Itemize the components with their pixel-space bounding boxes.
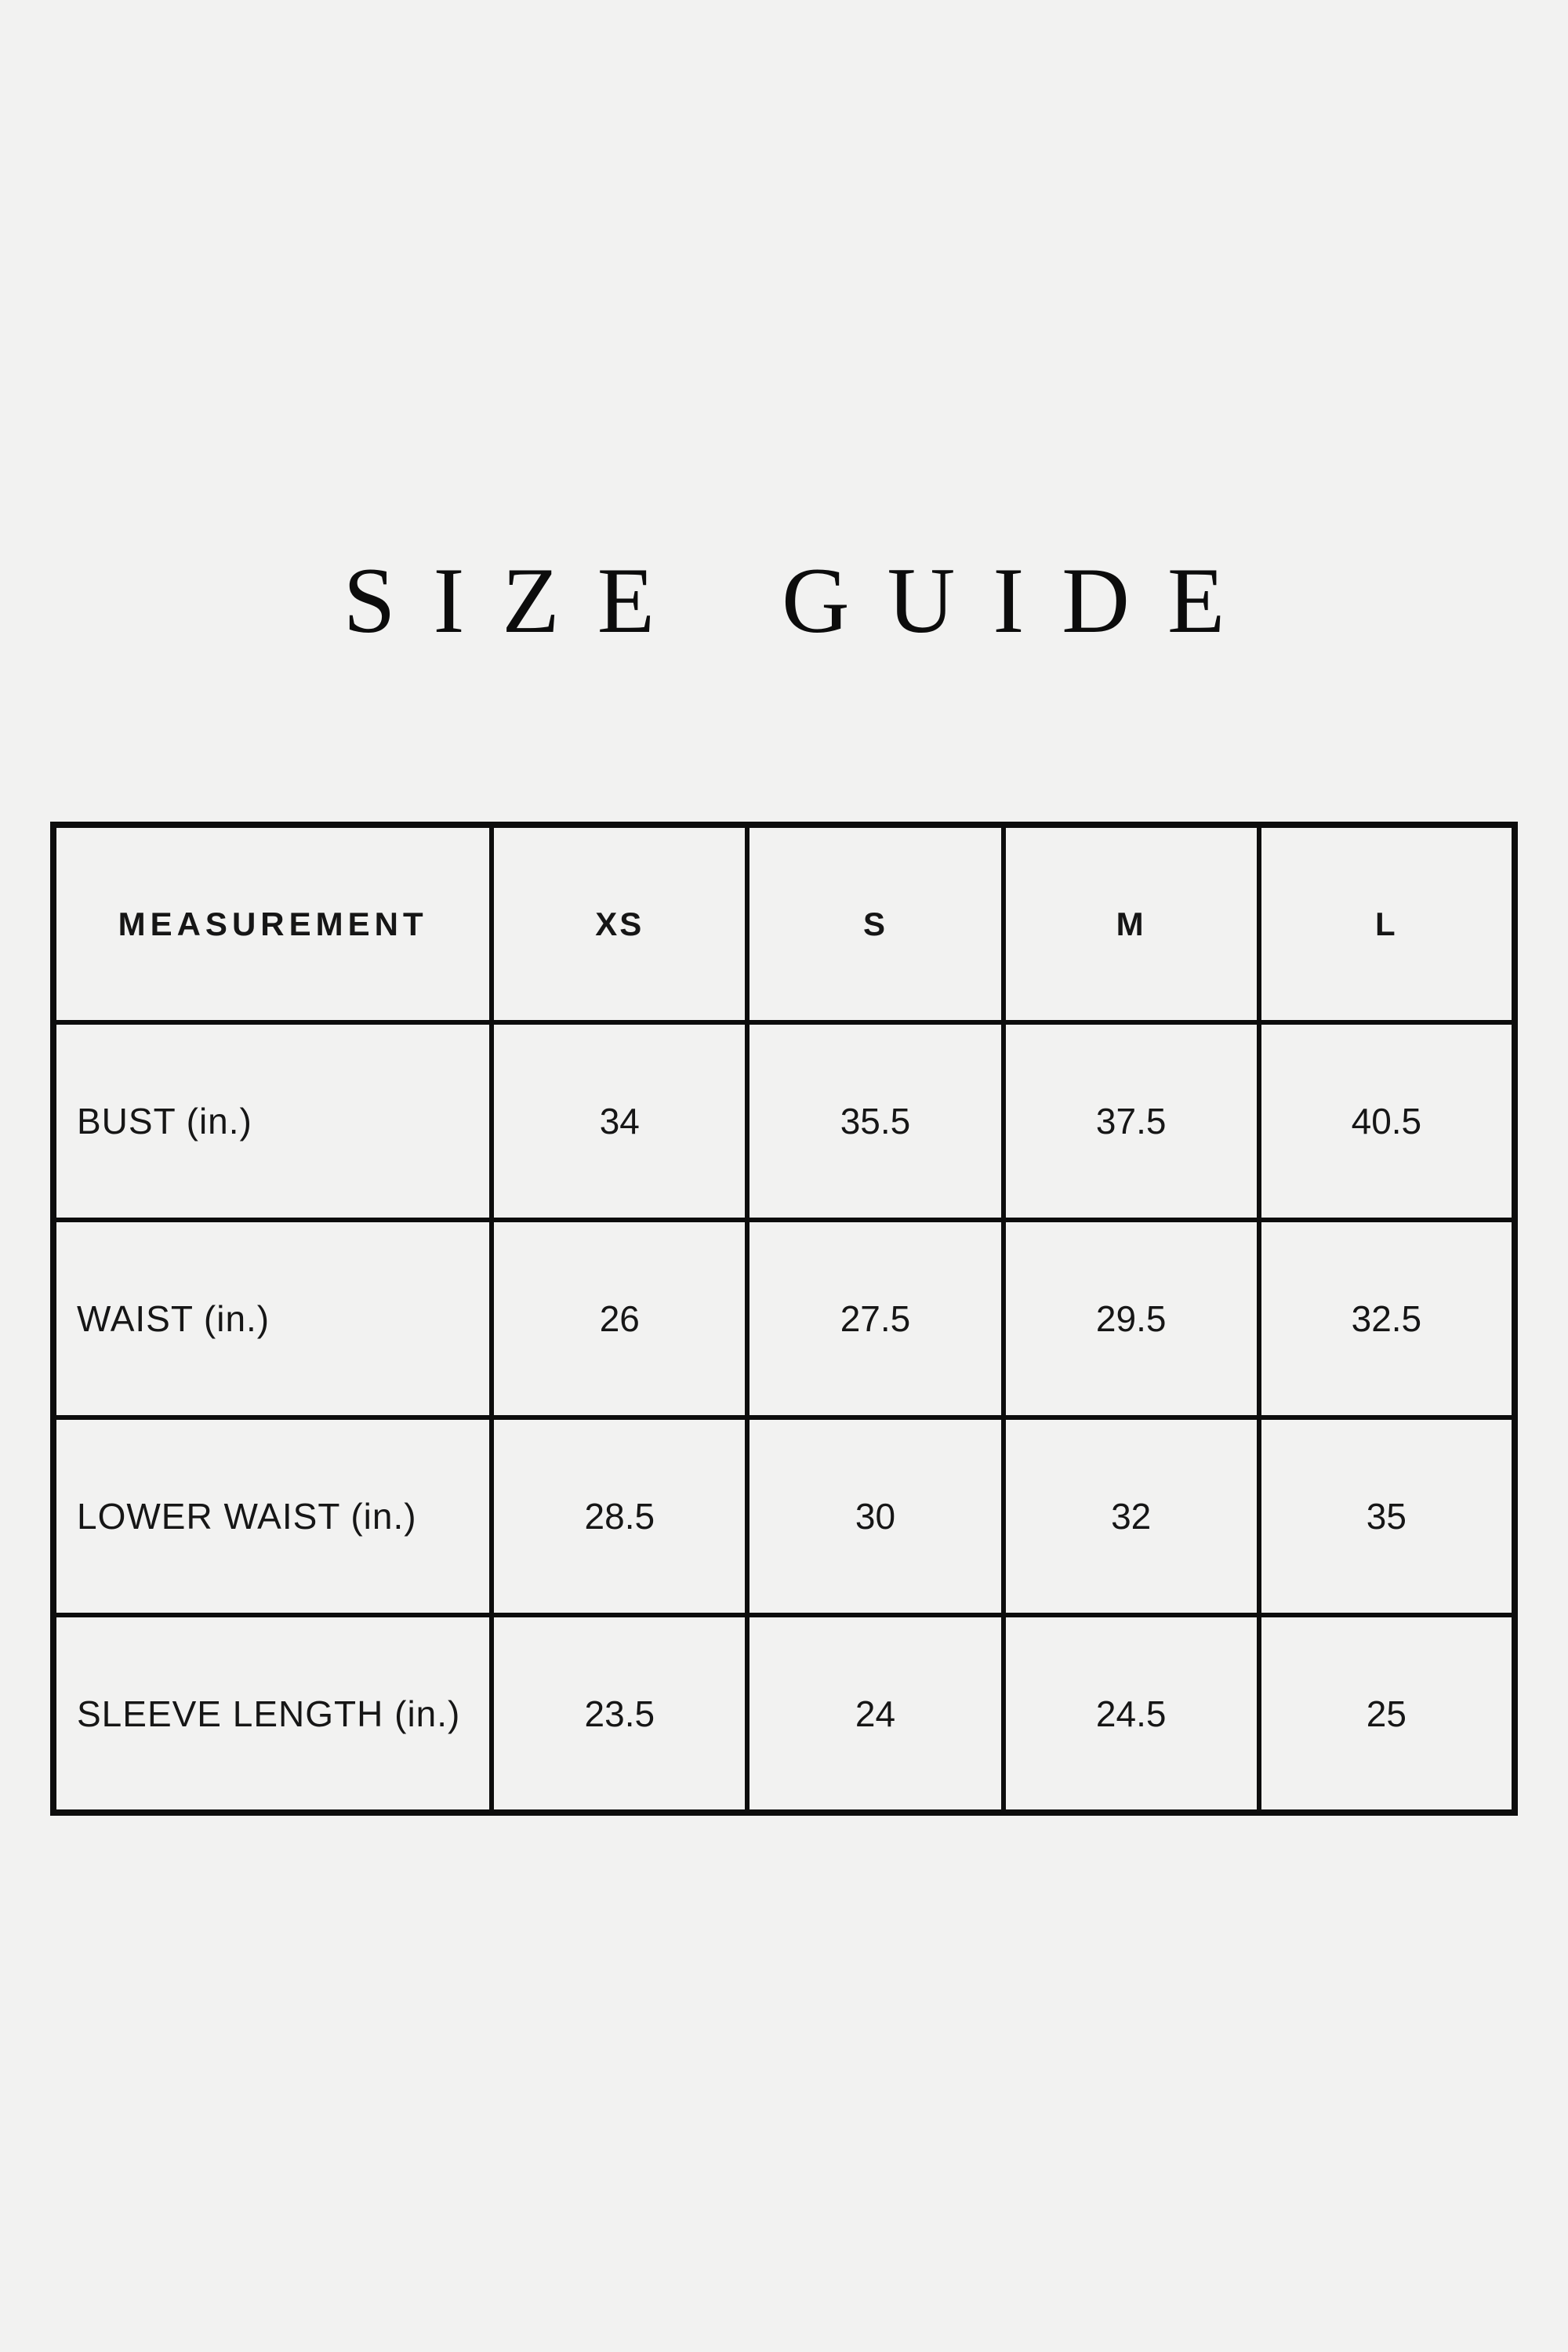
page-title: SIZE GUIDE bbox=[343, 548, 1263, 652]
cell-waist-m: 29.5 bbox=[1000, 1218, 1261, 1420]
column-header-s: S bbox=[745, 822, 1006, 1025]
column-header-xs: XS bbox=[489, 822, 750, 1025]
cell-bust-l: 40.5 bbox=[1256, 1020, 1518, 1222]
table-row-sleeve-length: SLEEVE LENGTH (in.) 23.5 24 24.5 25 bbox=[50, 1613, 1518, 1815]
column-header-m: M bbox=[1000, 822, 1261, 1025]
header-row: MEASUREMENT XS S M L bbox=[50, 822, 1518, 1025]
cell-sleeve-length-m: 24.5 bbox=[1000, 1613, 1261, 1815]
table-row-lower-waist: LOWER WAIST (in.) 28.5 30 32 35 bbox=[50, 1415, 1518, 1617]
cell-waist-xs: 26 bbox=[489, 1218, 750, 1420]
cell-lower-waist-xs: 28.5 bbox=[489, 1415, 750, 1617]
column-header-l: L bbox=[1256, 822, 1518, 1025]
cell-lower-waist-s: 30 bbox=[745, 1415, 1006, 1617]
cell-bust-xs: 34 bbox=[489, 1020, 750, 1222]
row-label-lower-waist: LOWER WAIST (in.) bbox=[50, 1415, 495, 1617]
table-row-waist: WAIST (in.) 26 27.5 29.5 32.5 bbox=[50, 1218, 1518, 1420]
cell-sleeve-length-s: 24 bbox=[745, 1613, 1006, 1815]
column-header-measurement: MEASUREMENT bbox=[50, 822, 495, 1025]
table-row-bust: BUST (in.) 34 35.5 37.5 40.5 bbox=[50, 1020, 1518, 1222]
cell-waist-l: 32.5 bbox=[1256, 1218, 1518, 1420]
row-label-waist: WAIST (in.) bbox=[50, 1218, 495, 1420]
cell-bust-m: 37.5 bbox=[1000, 1020, 1261, 1222]
row-label-sleeve-length: SLEEVE LENGTH (in.) bbox=[50, 1613, 495, 1815]
row-label-bust: BUST (in.) bbox=[50, 1020, 495, 1222]
cell-sleeve-length-xs: 23.5 bbox=[489, 1613, 750, 1815]
cell-lower-waist-m: 32 bbox=[1000, 1415, 1261, 1617]
cell-sleeve-length-l: 25 bbox=[1256, 1613, 1518, 1815]
cell-lower-waist-l: 35 bbox=[1256, 1415, 1518, 1617]
size-guide-table: MEASUREMENT XS S M L BUST (in.) 34 35.5 … bbox=[50, 822, 1518, 1816]
cell-bust-s: 35.5 bbox=[745, 1020, 1006, 1222]
cell-waist-s: 27.5 bbox=[745, 1218, 1006, 1420]
